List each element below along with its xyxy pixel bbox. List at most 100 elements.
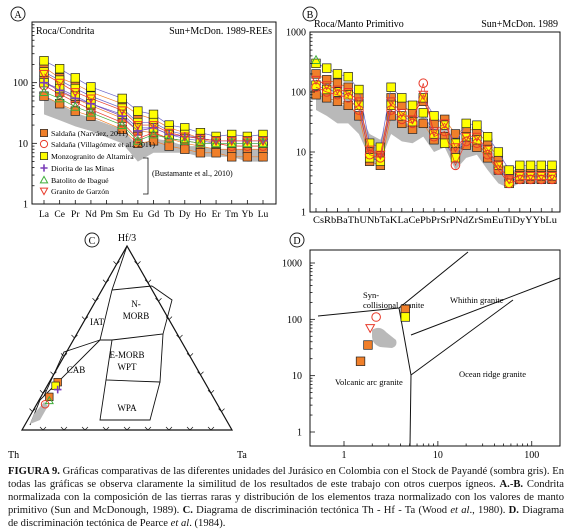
x-tick-label: Ho — [195, 210, 207, 220]
pearce-point — [365, 324, 376, 334]
field-iat: IAT — [90, 317, 104, 327]
caption-ab: A.-B. — [499, 479, 524, 490]
data-point — [503, 175, 515, 185]
legend-label: Diorita de las Minas — [51, 164, 114, 173]
field-boundary — [43, 339, 101, 397]
panel-a-bracket — [143, 157, 149, 195]
x-tick-label: La — [39, 210, 50, 220]
data-point — [418, 90, 429, 101]
ternary-tick — [134, 261, 141, 265]
data-point — [179, 132, 190, 142]
field-n-morb-2: MORB — [123, 311, 150, 321]
data-point — [407, 100, 418, 110]
data-point — [364, 145, 375, 155]
ternary-tick — [176, 334, 183, 339]
panel-b-title-right: Sun+McDon. 1989 — [481, 19, 558, 30]
field-syn-col-1: Syn- — [363, 290, 379, 300]
caption-etal1: et al — [450, 505, 470, 516]
panel-c-letter: C — [89, 236, 96, 247]
data-point — [428, 127, 440, 137]
data-point — [85, 107, 97, 117]
data-point — [148, 121, 159, 131]
data-point — [133, 106, 143, 116]
panel-b-badge — [302, 6, 318, 22]
data-point — [375, 150, 386, 161]
panel-a-badge — [10, 6, 26, 22]
x-tick-label: Tb — [164, 210, 175, 220]
data-point — [322, 75, 332, 85]
boundary-orb — [410, 299, 514, 376]
data-point — [364, 138, 375, 148]
data-point — [310, 54, 322, 65]
ternary-tick — [60, 426, 68, 431]
legend-label: Monzogranito de Altamira — [51, 152, 134, 161]
panel-a-title-right: Sun+McDon. 1989-REEs — [169, 26, 272, 37]
data-point — [54, 99, 65, 109]
data-point — [54, 64, 65, 74]
field-within: Whithin granite — [450, 295, 504, 305]
x-tick-label: Pm — [100, 210, 113, 220]
data-point — [343, 88, 354, 98]
caption-d: D. — [508, 505, 519, 516]
field-wpa: WPA — [117, 403, 137, 413]
data-point — [547, 174, 557, 185]
legend-label: Saldaña (Narváez, 2011) — [51, 129, 128, 138]
field-boundary — [111, 285, 153, 291]
data-point — [39, 91, 49, 101]
data-point — [343, 93, 353, 103]
x-tick-label: 100 — [524, 450, 539, 461]
data-point — [332, 87, 343, 97]
ternary-tick — [102, 279, 110, 284]
field-boundary — [99, 245, 128, 341]
data-point — [148, 129, 159, 139]
data-point — [117, 111, 127, 121]
data-point — [429, 131, 439, 142]
data-point — [514, 171, 525, 182]
data-point — [418, 108, 428, 118]
ternary-tick — [186, 353, 194, 357]
ternary-tick — [186, 426, 194, 431]
y-tick-label: 10 — [292, 371, 302, 382]
field-orb: Ocean ridge granite — [459, 369, 526, 379]
x-tick-label: Er — [212, 210, 222, 220]
x-tick-label: 10 — [433, 450, 443, 461]
data-point — [440, 120, 450, 130]
data-point — [536, 174, 547, 185]
data-point — [322, 63, 332, 73]
data-point — [70, 88, 81, 98]
panel-c: C Hf/3 Th Ta IAT N- MORB E-MORB WPT CAB … — [8, 232, 247, 461]
data-point — [132, 135, 144, 145]
data-point — [472, 120, 482, 130]
data-point — [311, 69, 321, 79]
field-boundary — [99, 379, 161, 421]
y-tick-label: 100 — [291, 88, 306, 99]
panel-a-frame — [31, 21, 277, 205]
ternary-point — [53, 385, 62, 394]
data-point — [195, 148, 206, 158]
data-point — [163, 128, 175, 138]
field-wpt: WPT — [118, 362, 138, 372]
data-point — [70, 101, 81, 111]
data-point — [482, 145, 493, 155]
data-point — [525, 171, 536, 182]
legend-marker — [40, 129, 48, 137]
field-syn-col-2: collisional granite — [363, 300, 424, 310]
payande-shade — [44, 96, 263, 162]
payande-shade-c — [30, 402, 48, 424]
ternary-tick — [207, 426, 215, 431]
apex-right-label: Ta — [237, 450, 247, 461]
ternary-tick — [81, 426, 89, 431]
pearce-point — [355, 356, 366, 366]
data-point — [195, 138, 206, 148]
ternary-tick — [123, 426, 131, 431]
data-point — [39, 67, 49, 77]
payande-shade-d — [372, 327, 397, 348]
field-vag: Volcanic arc granite — [335, 377, 403, 387]
data-point — [39, 78, 49, 87]
data-point — [440, 138, 450, 148]
ternary-tick — [197, 371, 204, 376]
data-point — [439, 119, 450, 129]
field-boundary — [105, 333, 164, 383]
data-point — [450, 153, 461, 163]
legend-label: Granito de Garzón — [51, 187, 109, 196]
